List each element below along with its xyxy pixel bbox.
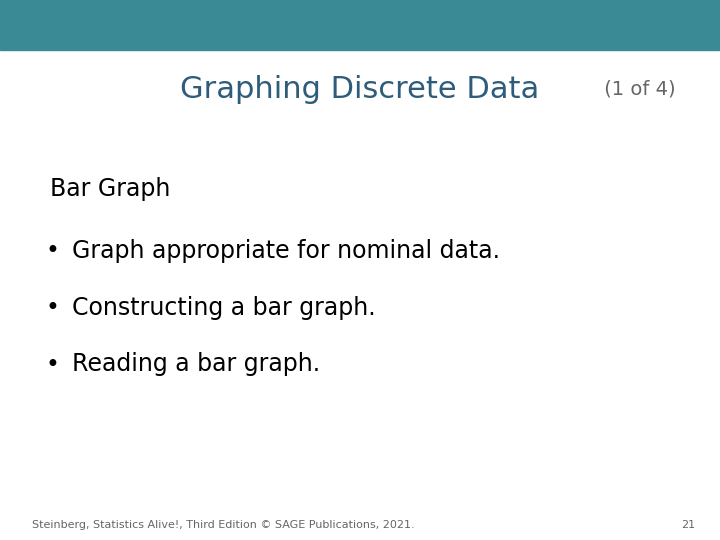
Text: Bar Graph: Bar Graph bbox=[50, 177, 171, 201]
Text: •: • bbox=[45, 239, 60, 263]
Text: Reading a bar graph.: Reading a bar graph. bbox=[72, 353, 320, 376]
Text: (1 of 4): (1 of 4) bbox=[598, 79, 675, 99]
Text: •: • bbox=[45, 353, 60, 376]
Text: Constructing a bar graph.: Constructing a bar graph. bbox=[72, 296, 376, 320]
Text: Steinberg, Statistics Alive!, Third Edition © SAGE Publications, 2021.: Steinberg, Statistics Alive!, Third Edit… bbox=[32, 520, 415, 530]
Text: 21: 21 bbox=[680, 520, 695, 530]
Text: Graph appropriate for nominal data.: Graph appropriate for nominal data. bbox=[72, 239, 500, 263]
Text: •: • bbox=[45, 296, 60, 320]
Text: Graphing Discrete Data: Graphing Discrete Data bbox=[181, 75, 539, 104]
